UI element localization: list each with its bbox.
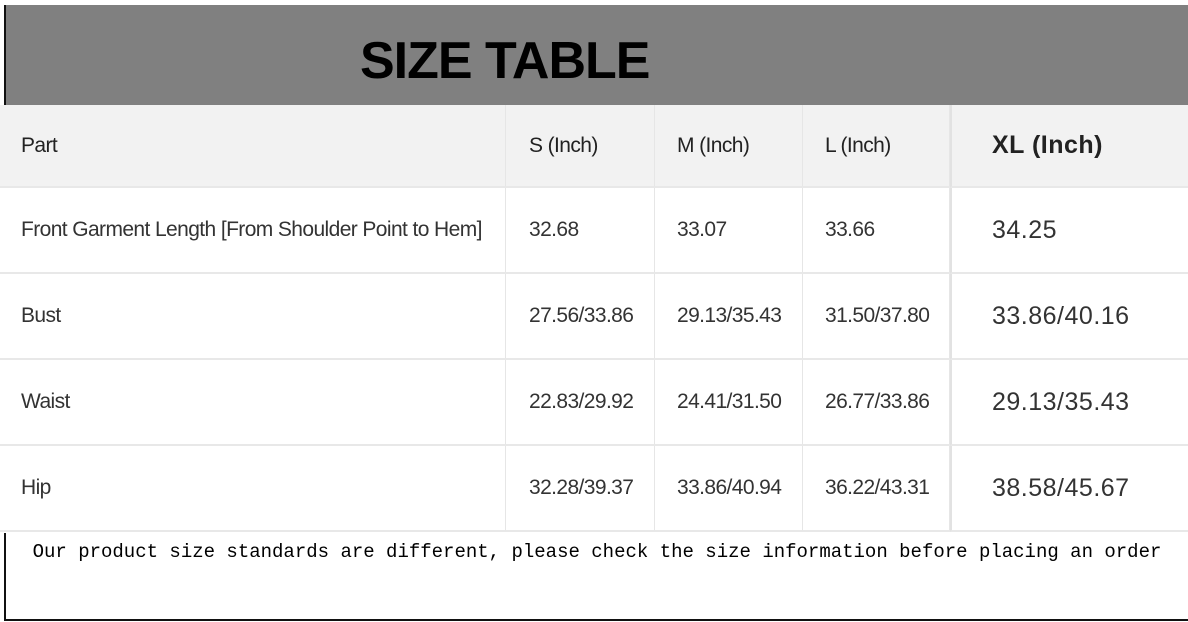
cell-m: 24.41/31.50 xyxy=(655,360,803,446)
header-s: S (Inch) xyxy=(506,105,655,188)
header-l: L (Inch) xyxy=(803,105,950,188)
table-row: Hip 32.28/39.37 33.86/40.94 36.22/43.31 … xyxy=(0,446,1188,532)
cell-s: 32.28/39.37 xyxy=(506,446,655,532)
table-row: Waist 22.83/29.92 24.41/31.50 26.77/33.8… xyxy=(0,360,1188,446)
footer-note: Our product size standards are different… xyxy=(4,533,1188,621)
title-banner: SIZE TABLE xyxy=(4,5,1188,105)
page-title: SIZE TABLE xyxy=(360,32,650,90)
cell-s: 32.68 xyxy=(506,188,655,274)
cell-part: Hip xyxy=(0,446,506,532)
cell-l: 36.22/43.31 xyxy=(803,446,950,532)
table-row: Bust 27.56/33.86 29.13/35.43 31.50/37.80… xyxy=(0,274,1188,360)
cell-m: 33.86/40.94 xyxy=(655,446,803,532)
cell-l: 31.50/37.80 xyxy=(803,274,950,360)
cell-xl: 34.25 xyxy=(950,188,1188,274)
cell-s: 22.83/29.92 xyxy=(506,360,655,446)
header-m: M (Inch) xyxy=(655,105,803,188)
cell-part: Bust xyxy=(0,274,506,360)
cell-xl: 29.13/35.43 xyxy=(950,360,1188,446)
cell-l: 33.66 xyxy=(803,188,950,274)
cell-m: 33.07 xyxy=(655,188,803,274)
table-header-row: Part S (Inch) M (Inch) L (Inch) XL (Inch… xyxy=(0,105,1188,188)
header-xl: XL (Inch) xyxy=(950,105,1188,188)
cell-part: Front Garment Length [From Shoulder Poin… xyxy=(0,188,506,274)
cell-xl: 33.86/40.16 xyxy=(950,274,1188,360)
header-part: Part xyxy=(0,105,506,188)
cell-m: 29.13/35.43 xyxy=(655,274,803,360)
cell-s: 27.56/33.86 xyxy=(506,274,655,360)
table-row: Front Garment Length [From Shoulder Poin… xyxy=(0,188,1188,274)
cell-xl: 38.58/45.67 xyxy=(950,446,1188,532)
cell-l: 26.77/33.86 xyxy=(803,360,950,446)
cell-part: Waist xyxy=(0,360,506,446)
